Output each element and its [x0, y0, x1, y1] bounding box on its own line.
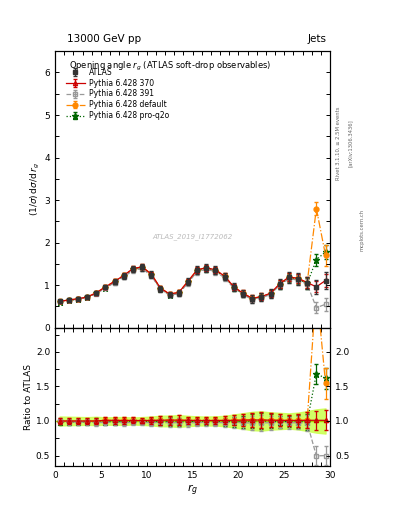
Text: 13000 GeV pp: 13000 GeV pp [67, 33, 141, 44]
X-axis label: $r_g$: $r_g$ [187, 482, 198, 498]
Text: mcplots.cern.ch: mcplots.cern.ch [360, 209, 365, 251]
Text: Opening angle $r_g$ (ATLAS soft-drop observables): Opening angle $r_g$ (ATLAS soft-drop obs… [70, 59, 272, 73]
Text: Jets: Jets [307, 33, 326, 44]
Text: Rivet 3.1.10, ≥ 2.5M events: Rivet 3.1.10, ≥ 2.5M events [336, 106, 341, 180]
Legend: ATLAS, Pythia 6.428 370, Pythia 6.428 391, Pythia 6.428 default, Pythia 6.428 pr: ATLAS, Pythia 6.428 370, Pythia 6.428 39… [64, 66, 171, 122]
Y-axis label: $(1/\sigma)\,\mathrm{d}\sigma/\mathrm{d}\,r_g$: $(1/\sigma)\,\mathrm{d}\sigma/\mathrm{d}… [29, 162, 42, 217]
Text: ATLAS_2019_I1772062: ATLAS_2019_I1772062 [152, 233, 233, 240]
Y-axis label: Ratio to ATLAS: Ratio to ATLAS [24, 364, 33, 430]
Text: [arXiv:1306.3436]: [arXiv:1306.3436] [348, 119, 353, 167]
